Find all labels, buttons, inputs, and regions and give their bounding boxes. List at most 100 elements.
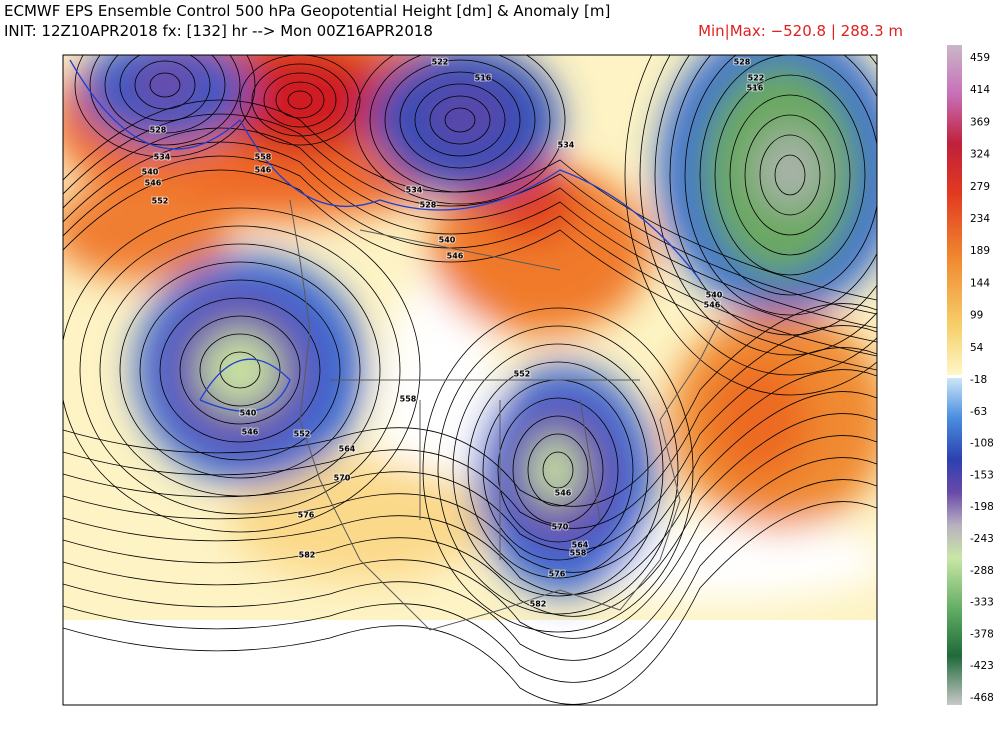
contour [399, 71, 521, 169]
contour [414, 83, 506, 157]
southern-area [63, 620, 877, 705]
contour [759, 134, 821, 216]
colorbar-label: 369 [970, 116, 990, 128]
contour [63, 303, 877, 507]
colorbar-label: -153 [970, 469, 994, 481]
contour-label: 516 [747, 84, 764, 93]
contour [119, 55, 211, 122]
title: ECMWF EPS Ensemble Control 500 hPa Geopo… [4, 2, 610, 20]
contour-label: 546 [145, 179, 162, 188]
contour-label: 546 [447, 252, 464, 261]
contour [437, 325, 679, 615]
contour [542, 451, 574, 489]
height-contours [63, 55, 877, 705]
borders [289, 199, 721, 631]
positive-anomaly [710, 360, 810, 480]
colorbar-label: 189 [970, 245, 990, 257]
contour-label: 558 [255, 153, 272, 162]
map [63, 55, 877, 705]
colorbar-label: 234 [970, 213, 990, 225]
contour [714, 74, 866, 276]
contour [729, 94, 851, 256]
contour [63, 113, 877, 315]
contour-label: 576 [298, 511, 315, 520]
contour [63, 141, 877, 343]
contour-label: 534 [406, 186, 423, 195]
contour [104, 55, 226, 134]
contour [159, 297, 321, 443]
colorbar-label: 144 [970, 277, 990, 289]
contour [63, 413, 877, 617]
contour [444, 107, 476, 133]
contour-label: 546 [255, 166, 272, 175]
contour-label: 546 [242, 428, 259, 437]
colorbar-label: -378 [970, 628, 994, 640]
contour [669, 55, 877, 336]
contour-label: 534 [558, 141, 575, 150]
blue-contour [199, 358, 291, 412]
contour [139, 279, 341, 461]
contour [179, 315, 301, 425]
contour [79, 225, 401, 515]
contour [699, 55, 877, 296]
contour-label: 528 [420, 201, 437, 210]
contour [63, 347, 877, 551]
contour [63, 435, 877, 639]
colorbar-positive [947, 45, 962, 375]
contour [119, 261, 361, 479]
contour [149, 72, 181, 98]
contour-label: 540 [240, 409, 257, 418]
contour [134, 60, 196, 110]
contour-label: 546 [704, 301, 721, 310]
contour [263, 72, 337, 128]
contour [467, 361, 649, 579]
contour [287, 90, 313, 110]
contour [275, 81, 325, 119]
colorbar-label: 324 [970, 149, 990, 161]
negative-anomaly [125, 57, 205, 113]
contour-label: 576 [549, 570, 566, 579]
540-contour [69, 59, 701, 412]
contour-label: 582 [530, 600, 547, 609]
colorbar-label: -423 [970, 660, 994, 672]
contour-label: 522 [748, 74, 765, 83]
contour [527, 433, 589, 507]
contour [429, 95, 491, 145]
contour-label: 558 [400, 395, 417, 404]
contour-label: 540 [142, 168, 159, 177]
coastline [289, 199, 721, 631]
colorbar-label: 414 [970, 84, 990, 96]
contour [199, 333, 281, 407]
colorbar-label: -198 [970, 501, 994, 513]
contour-label: 570 [552, 523, 569, 532]
negative-anomaly [755, 130, 825, 210]
contour [774, 154, 806, 196]
colorbar-label: -108 [970, 438, 994, 450]
contour [63, 369, 877, 573]
contour [624, 55, 877, 396]
contour [654, 55, 877, 356]
contour [63, 325, 877, 529]
contour [74, 55, 256, 158]
colorbar-label: -63 [970, 406, 987, 418]
contour-label: 522 [432, 58, 449, 67]
contour-label: 546 [555, 489, 572, 498]
contour-label: 558 [570, 549, 587, 558]
contour [354, 55, 566, 205]
contour [63, 501, 877, 705]
contour [219, 351, 261, 389]
contour [497, 397, 619, 543]
colorbar-label: -243 [970, 533, 994, 545]
contour [239, 55, 361, 146]
contour-label: 564 [339, 445, 356, 454]
negative-anomaly [420, 80, 510, 150]
colorbar-label: 459 [970, 52, 990, 64]
colorbar-ticks: 459 414 369 324 279 234 189 144 99 54 -18 -63 -108 -1… [970, 52, 994, 704]
contour-label: 540 [439, 236, 456, 245]
contour [63, 127, 877, 329]
contour-label: 552 [152, 197, 169, 206]
contour-label: 552 [514, 370, 531, 379]
contour-label: 564 [572, 541, 589, 550]
contour [63, 169, 877, 371]
